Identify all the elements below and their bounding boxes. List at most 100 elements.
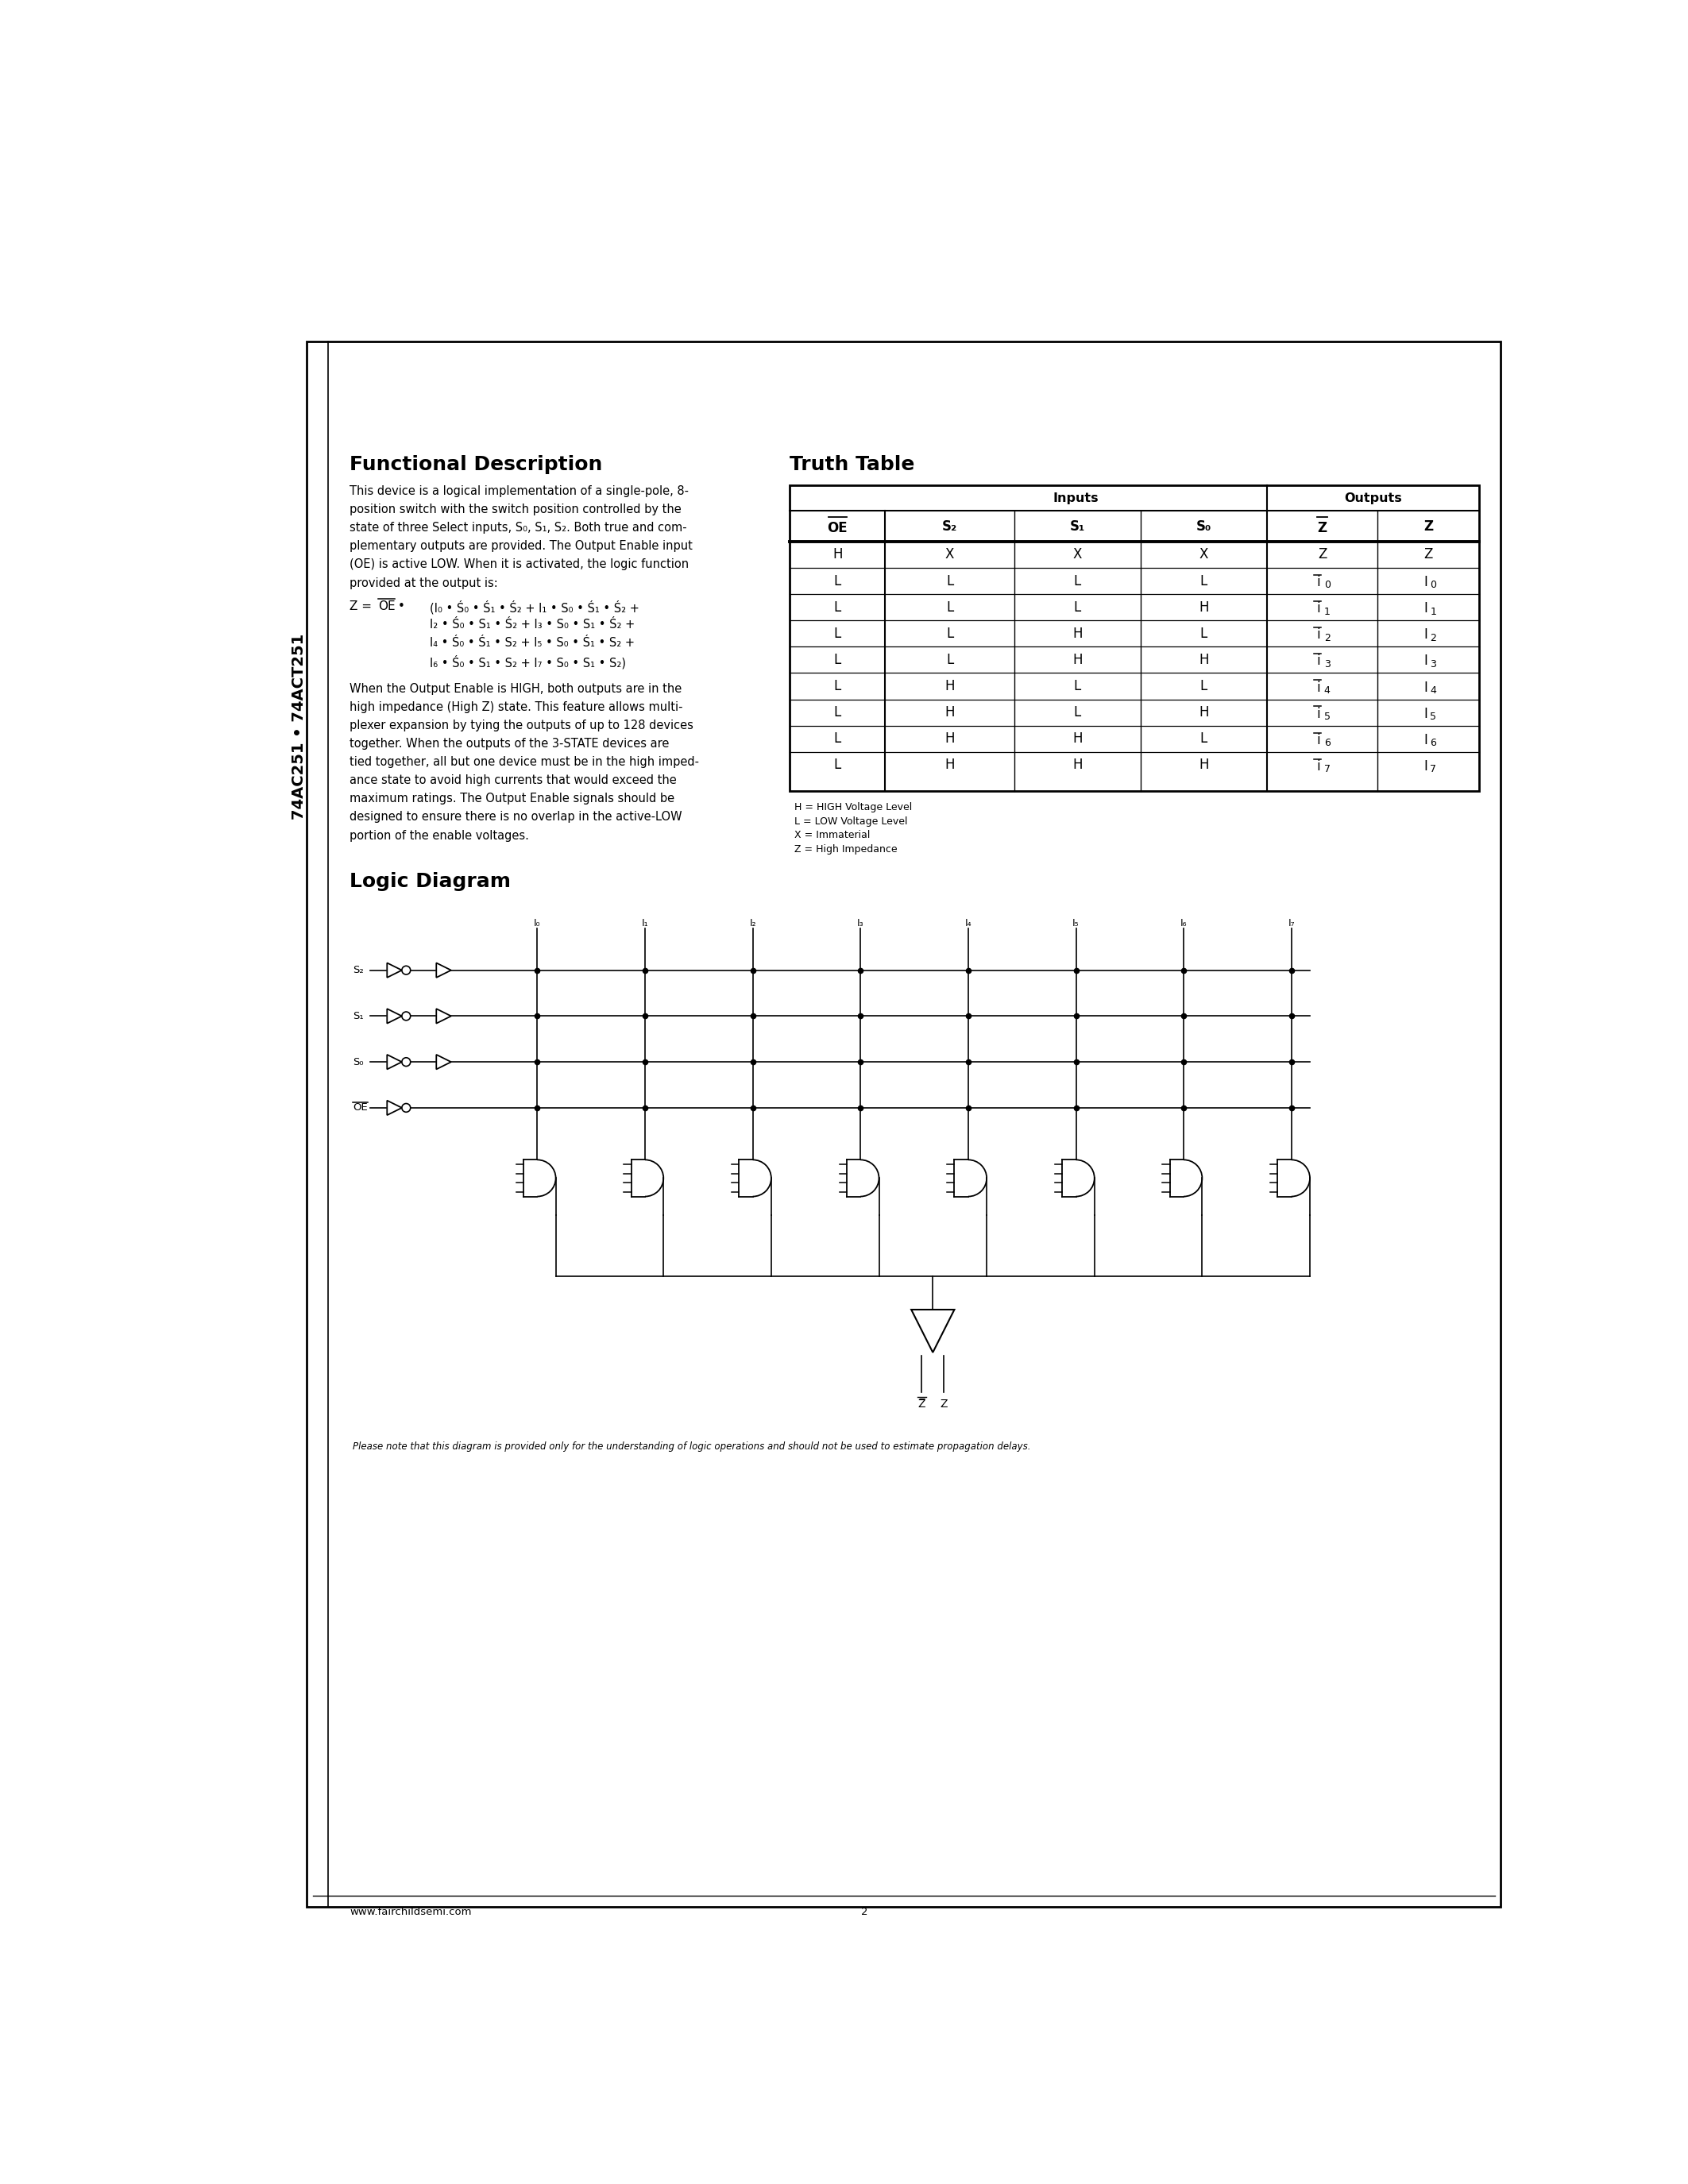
Text: H: H <box>832 548 842 561</box>
Text: I: I <box>1423 760 1428 773</box>
Text: 74AC251 • 74ACT251: 74AC251 • 74ACT251 <box>292 633 307 819</box>
Text: I₀: I₀ <box>533 917 540 928</box>
Polygon shape <box>436 963 451 978</box>
Text: i: i <box>1317 760 1320 773</box>
Text: L: L <box>1200 574 1207 587</box>
Text: Z: Z <box>1425 548 1433 561</box>
Text: I₇: I₇ <box>1288 917 1295 928</box>
Text: Outputs: Outputs <box>1344 491 1401 505</box>
Text: OE: OE <box>378 601 395 612</box>
Text: Z: Z <box>940 1398 947 1409</box>
Text: S₁: S₁ <box>353 1011 363 1022</box>
Text: S₀: S₀ <box>353 1057 363 1068</box>
Text: L: L <box>945 627 954 640</box>
Text: Functional Description: Functional Description <box>349 454 603 474</box>
Text: Z: Z <box>1423 520 1433 533</box>
Text: I₄: I₄ <box>966 917 972 928</box>
Text: i: i <box>1317 574 1320 590</box>
Text: Logic Diagram: Logic Diagram <box>349 871 511 891</box>
Text: When the Output Enable is HIGH, both outputs are in the: When the Output Enable is HIGH, both out… <box>349 684 682 695</box>
Text: 4: 4 <box>1323 686 1330 697</box>
Text: together. When the outputs of the 3-STATE devices are: together. When the outputs of the 3-STAT… <box>349 738 668 749</box>
Text: 5: 5 <box>1430 712 1436 723</box>
Text: high impedance (High Z) state. This feature allows multi-: high impedance (High Z) state. This feat… <box>349 701 682 712</box>
Text: I₁: I₁ <box>641 917 648 928</box>
Text: i: i <box>1317 734 1320 747</box>
Text: H = HIGH Voltage Level: H = HIGH Voltage Level <box>795 802 913 812</box>
Text: L: L <box>1200 627 1207 640</box>
Text: Please note that this diagram is provided only for the understanding of logic op: Please note that this diagram is provide… <box>353 1441 1031 1452</box>
Text: 1: 1 <box>1323 607 1330 616</box>
Text: X = Immaterial: X = Immaterial <box>795 830 871 841</box>
Text: 2: 2 <box>1323 633 1330 642</box>
Text: I: I <box>1423 627 1428 642</box>
Text: 0: 0 <box>1323 581 1330 590</box>
Text: H: H <box>945 732 955 747</box>
Text: L: L <box>834 653 841 666</box>
Text: L = LOW Voltage Level: L = LOW Voltage Level <box>795 817 908 826</box>
Text: S₀: S₀ <box>1197 520 1212 533</box>
Text: Z: Z <box>1317 522 1327 535</box>
Polygon shape <box>387 1055 402 1070</box>
Text: 1: 1 <box>1430 607 1436 616</box>
Text: S₁: S₁ <box>1070 520 1085 533</box>
Text: •: • <box>398 601 405 612</box>
Text: L: L <box>1074 705 1082 719</box>
Text: L: L <box>1074 601 1082 614</box>
Text: X: X <box>1074 548 1082 561</box>
Text: plexer expansion by tying the outputs of up to 128 devices: plexer expansion by tying the outputs of… <box>349 719 694 732</box>
Text: 2: 2 <box>861 1907 868 1918</box>
Text: L: L <box>1074 574 1082 587</box>
Text: I: I <box>1423 574 1428 590</box>
Text: 3: 3 <box>1323 660 1330 668</box>
Text: www.fairchildsemi.com: www.fairchildsemi.com <box>349 1907 471 1918</box>
Text: L: L <box>834 679 841 692</box>
Text: H: H <box>1198 653 1209 666</box>
Text: designed to ensure there is no overlap in the active-LOW: designed to ensure there is no overlap i… <box>349 810 682 823</box>
Text: i: i <box>1317 601 1320 616</box>
Text: I: I <box>1423 601 1428 616</box>
Text: L: L <box>1200 732 1207 747</box>
Text: i: i <box>1317 708 1320 721</box>
Text: 4: 4 <box>1430 686 1436 697</box>
Text: H: H <box>1072 732 1082 747</box>
Text: L: L <box>945 653 954 666</box>
Text: H: H <box>1072 653 1082 666</box>
Text: H: H <box>1198 601 1209 614</box>
Text: I: I <box>1423 708 1428 721</box>
Text: This device is a logical implementation of a single-pole, 8-: This device is a logical implementation … <box>349 485 689 498</box>
Text: I: I <box>1423 734 1428 747</box>
Text: L: L <box>834 732 841 747</box>
Text: L: L <box>834 574 841 587</box>
Text: i: i <box>1317 627 1320 642</box>
Text: I₅: I₅ <box>1072 917 1079 928</box>
Text: tied together, all but one device must be in the high imped-: tied together, all but one device must b… <box>349 756 699 769</box>
Text: 6: 6 <box>1323 738 1330 749</box>
Text: Inputs: Inputs <box>1053 491 1099 505</box>
Polygon shape <box>387 963 402 978</box>
Text: L: L <box>945 574 954 587</box>
Text: I: I <box>1423 653 1428 668</box>
Text: ance state to avoid high currents that would exceed the: ance state to avoid high currents that w… <box>349 775 677 786</box>
Text: I₆: I₆ <box>1180 917 1187 928</box>
Text: I: I <box>1423 679 1428 695</box>
Text: OE: OE <box>827 522 847 535</box>
Text: 2: 2 <box>1430 633 1436 642</box>
Text: Z̅: Z̅ <box>918 1398 925 1409</box>
Text: state of three Select inputs, S₀, S₁, S₂. Both true and com-: state of three Select inputs, S₀, S₁, S₂… <box>349 522 687 533</box>
Text: Z =: Z = <box>349 601 376 612</box>
Text: H: H <box>945 758 955 773</box>
Text: I₃: I₃ <box>858 917 864 928</box>
Text: I₆ • Ś₀ • S₁ • S₂ + I₇ • S₀ • S₁ • S₂): I₆ • Ś₀ • S₁ • S₂ + I₇ • S₀ • S₁ • S₂) <box>429 655 626 668</box>
Bar <box>790 485 1479 791</box>
Text: L: L <box>1074 679 1082 692</box>
Text: I₂ • Ś₀ • S₁ • Ś₂ + I₃ • S₀ • S₁ • Ś₂ +: I₂ • Ś₀ • S₁ • Ś₂ + I₃ • S₀ • S₁ • Ś₂ + <box>429 618 635 631</box>
Polygon shape <box>912 1310 954 1352</box>
Text: OE: OE <box>353 1103 368 1114</box>
Text: provided at the output is:: provided at the output is: <box>349 577 498 590</box>
Text: 7: 7 <box>1430 764 1436 775</box>
Text: H: H <box>945 679 955 692</box>
Text: Z = High Impedance: Z = High Impedance <box>795 845 898 854</box>
Text: H: H <box>1072 627 1082 640</box>
Text: I₂: I₂ <box>749 917 756 928</box>
